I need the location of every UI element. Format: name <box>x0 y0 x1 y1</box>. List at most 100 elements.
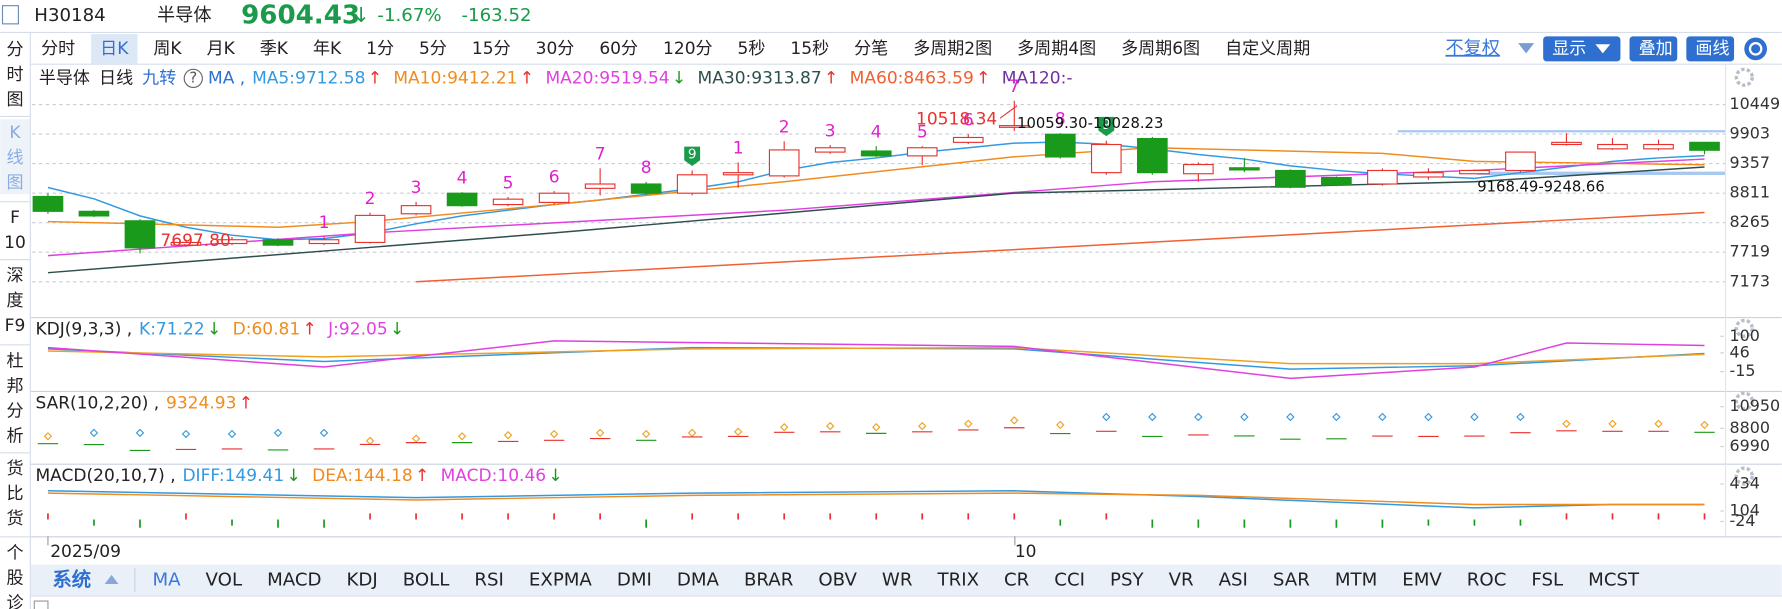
nine-turn-label: 8 <box>1055 110 1066 130</box>
indicator-tab[interactable]: MCST <box>1588 570 1640 591</box>
period-tab[interactable]: 多周期6图 <box>1121 39 1200 59</box>
candle-body <box>814 147 846 153</box>
indicator-tab[interactable]: WR <box>882 570 913 591</box>
indicator-tab[interactable]: CR <box>1004 570 1030 591</box>
indicator-tab[interactable]: CCI <box>1054 570 1085 591</box>
indicator-tab[interactable]: TRIX <box>937 570 980 591</box>
y-tick-label: -24 <box>1730 511 1756 530</box>
period-tab[interactable]: 30分 <box>536 39 575 59</box>
settings-icon[interactable] <box>1734 466 1754 486</box>
indicator-tab[interactable]: BRAR <box>744 570 794 591</box>
stock-name: 半导体 <box>157 5 211 26</box>
legend-text: 半导体 <box>39 68 90 88</box>
nine-turn-label: 5 <box>503 173 514 193</box>
period-tab[interactable]: 1分 <box>366 39 394 59</box>
period-tab[interactable]: 5秒 <box>738 39 766 59</box>
indicator-tab[interactable]: ROC <box>1467 570 1507 591</box>
indicator-tab[interactable]: EXPMA <box>529 570 593 591</box>
period-tab[interactable]: 多周期4图 <box>1017 39 1096 59</box>
nine-turn-badge <box>684 146 701 166</box>
sar-dot <box>457 432 467 441</box>
settings-icon[interactable] <box>1734 318 1754 339</box>
period-tab[interactable]: 15分 <box>472 39 511 59</box>
sidebar-tab[interactable]: 货比货 <box>6 459 23 529</box>
indicator-tab[interactable]: EMV <box>1402 570 1442 591</box>
settings-icon[interactable] <box>1734 67 1754 87</box>
sar-dot <box>733 427 743 436</box>
sidebar-tab[interactable]: 杜邦分析 <box>6 351 23 446</box>
legend-text: MA20:9519.54 <box>545 68 669 88</box>
nine-turn-label: 9 <box>688 147 697 163</box>
candle-body <box>906 147 938 157</box>
period-tab[interactable]: 分笔 <box>854 39 888 59</box>
period-tab[interactable]: 月K <box>207 39 236 59</box>
indicator-tab[interactable]: DMI <box>617 570 652 591</box>
candle-body <box>998 125 1030 128</box>
indicator-tab[interactable]: MTM <box>1335 570 1377 591</box>
refresh-icon[interactable] <box>1744 37 1768 61</box>
kdj-line <box>47 340 1705 380</box>
period-tab[interactable]: 年K <box>313 39 342 59</box>
indicator-group[interactable]: 系统 <box>52 568 91 591</box>
sidebar-tab[interactable]: 分时图 <box>6 40 23 110</box>
indicator-tab[interactable]: DMA <box>677 570 720 591</box>
indicator-tab[interactable]: KDJ <box>347 570 378 591</box>
kdj-line <box>47 346 1705 365</box>
sidebar-tab[interactable]: 个股诊 <box>6 543 23 609</box>
toolbar-button[interactable] <box>1629 36 1678 62</box>
toolbar-button-label[interactable]: 显示 <box>1552 39 1586 59</box>
indicator-tab[interactable]: PSY <box>1110 570 1144 591</box>
legend-text: ↓ <box>672 68 686 88</box>
period-tab[interactable]: 周K <box>153 39 182 59</box>
indicator-tab[interactable]: VOL <box>206 570 243 591</box>
period-tab[interactable]: 60分 <box>599 39 638 59</box>
toolbar-button-label[interactable]: 叠加 <box>1639 39 1673 59</box>
candle-body <box>1136 137 1168 174</box>
kdj-line <box>47 346 1705 370</box>
indicator-tab[interactable]: BOLL <box>403 570 451 591</box>
indicator-tab[interactable]: MACD <box>267 570 321 591</box>
period-tab[interactable]: 季K <box>260 39 289 59</box>
candle-body <box>446 192 478 207</box>
toolbar-button-label[interactable]: 画线 <box>1695 39 1729 59</box>
help-icon[interactable] <box>183 68 203 89</box>
x-tick-label: 10 <box>1015 542 1037 562</box>
period-tab[interactable]: 自定义周期 <box>1225 39 1310 59</box>
indicator-tab[interactable]: RSI <box>474 570 503 591</box>
adjust-dropdown[interactable]: 不复权 <box>1445 38 1499 59</box>
sar-dot <box>1240 412 1249 422</box>
sar-dot <box>1700 420 1709 430</box>
sidebar-tab[interactable]: F 10 <box>4 208 26 253</box>
indicator-tab[interactable]: ASI <box>1219 570 1248 591</box>
toolbar-button[interactable] <box>1686 36 1735 62</box>
indicator-tab[interactable]: MA <box>152 570 181 591</box>
candle-body <box>170 241 202 246</box>
indicator-tab[interactable]: OBV <box>818 570 857 591</box>
legend-text: ↓ <box>207 319 221 339</box>
settings-icon[interactable] <box>1734 391 1754 411</box>
period-tab[interactable]: 120分 <box>663 39 713 59</box>
candle-body <box>1505 151 1536 172</box>
nine-turn-label: 7 <box>1009 77 1020 97</box>
y-tick-label: 104 <box>1730 501 1760 520</box>
sar-dot <box>319 428 329 438</box>
candle-body <box>216 239 248 245</box>
sar-dot <box>779 422 789 432</box>
period-tab[interactable]: 15秒 <box>790 39 829 59</box>
period-tab[interactable]: 多周期2图 <box>913 39 992 59</box>
indicator-tab[interactable]: VR <box>1169 570 1194 591</box>
period-tab[interactable]: 5分 <box>419 39 447 59</box>
nine-turn-label: 9 <box>1102 117 1111 133</box>
indicator-tab[interactable]: FSL <box>1531 570 1564 591</box>
period-tab[interactable]: 分时 <box>41 39 75 59</box>
help-icon-label: ? <box>189 69 197 86</box>
toolbar-button[interactable] <box>1543 36 1621 62</box>
period-tab[interactable]: 日K <box>100 39 129 59</box>
legend-text: DIFF:149.41 <box>182 466 284 486</box>
sidebar-tab[interactable]: 深度 F9 <box>5 266 26 336</box>
indicator-tab[interactable]: SAR <box>1273 570 1310 591</box>
sar-dot <box>1424 412 1433 422</box>
ma-line <box>416 211 1705 283</box>
y-tick-label: 9357 <box>1730 153 1770 172</box>
